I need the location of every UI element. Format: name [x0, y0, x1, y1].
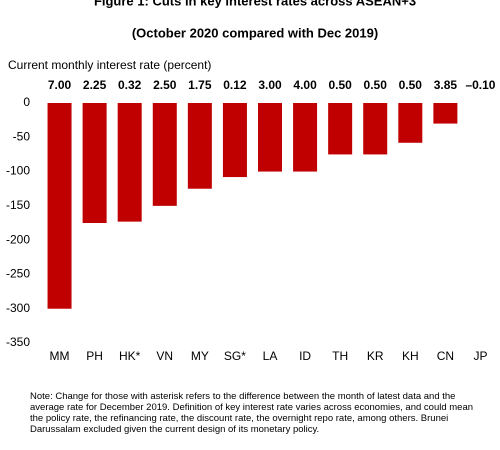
chart-title: Figure 1: Cuts in key interest rates acr…: [94, 0, 416, 8]
x-tick-label: MY: [191, 349, 209, 363]
y-tick-label: -200: [6, 232, 30, 246]
bar: [117, 103, 142, 222]
rate-label: 4.00: [293, 78, 317, 92]
rate-label: 0.50: [399, 78, 423, 92]
x-tick-label: KH: [402, 349, 419, 363]
bar: [47, 103, 72, 309]
y-tick-label: -250: [6, 267, 30, 281]
rate-label: 3.00: [258, 78, 282, 92]
bar: [433, 103, 458, 124]
x-tick-label: MM: [50, 349, 70, 363]
rate-label: –0.10: [465, 78, 495, 92]
x-tick-label: TH: [332, 349, 348, 363]
rate-label: 0.50: [328, 78, 352, 92]
rate-label: 0.32: [118, 78, 142, 92]
bar: [328, 103, 353, 155]
rate-label: 0.50: [364, 78, 388, 92]
x-tick-label: JP: [473, 349, 487, 363]
y-tick-label: -300: [6, 301, 30, 315]
rate-label: 0.12: [223, 78, 247, 92]
bar: [363, 103, 388, 155]
x-tick-label: VN: [156, 349, 173, 363]
y-tick-label: -100: [6, 164, 30, 178]
bar: [293, 103, 318, 172]
x-tick-label: HK*: [119, 349, 141, 363]
x-tick-label: LA: [263, 349, 278, 363]
x-tick-label: ID: [299, 349, 311, 363]
x-tick-label: CN: [437, 349, 454, 363]
bar: [152, 103, 177, 206]
note: Note: Change for those with asterisk ref…: [30, 391, 474, 435]
y-tick-label: -150: [6, 198, 30, 212]
rate-label: 2.25: [83, 78, 107, 92]
rate-label: 1.75: [188, 78, 212, 92]
rate-label: 3.85: [434, 78, 458, 92]
y-tick-label: -50: [13, 129, 31, 143]
chart-subtitle: (October 2020 compared with Dec 2019): [132, 25, 378, 40]
bar: [187, 103, 212, 189]
bar: [82, 103, 107, 223]
x-tick-label: PH: [86, 349, 103, 363]
annotation: Current monthly interest rate (percent): [8, 58, 211, 72]
bar: [258, 103, 282, 172]
bar: [222, 103, 247, 178]
bar: [398, 103, 423, 143]
rate-label: 2.50: [153, 78, 177, 92]
y-tick-label: -350: [6, 335, 30, 349]
y-tick-label: 0: [23, 95, 30, 109]
chart: Figure 1: Cuts in key interest rates acr…: [6, 0, 496, 363]
x-tick-label: SG*: [224, 349, 246, 363]
rate-label: 7.00: [48, 78, 72, 92]
x-tick-label: KR: [367, 349, 384, 363]
